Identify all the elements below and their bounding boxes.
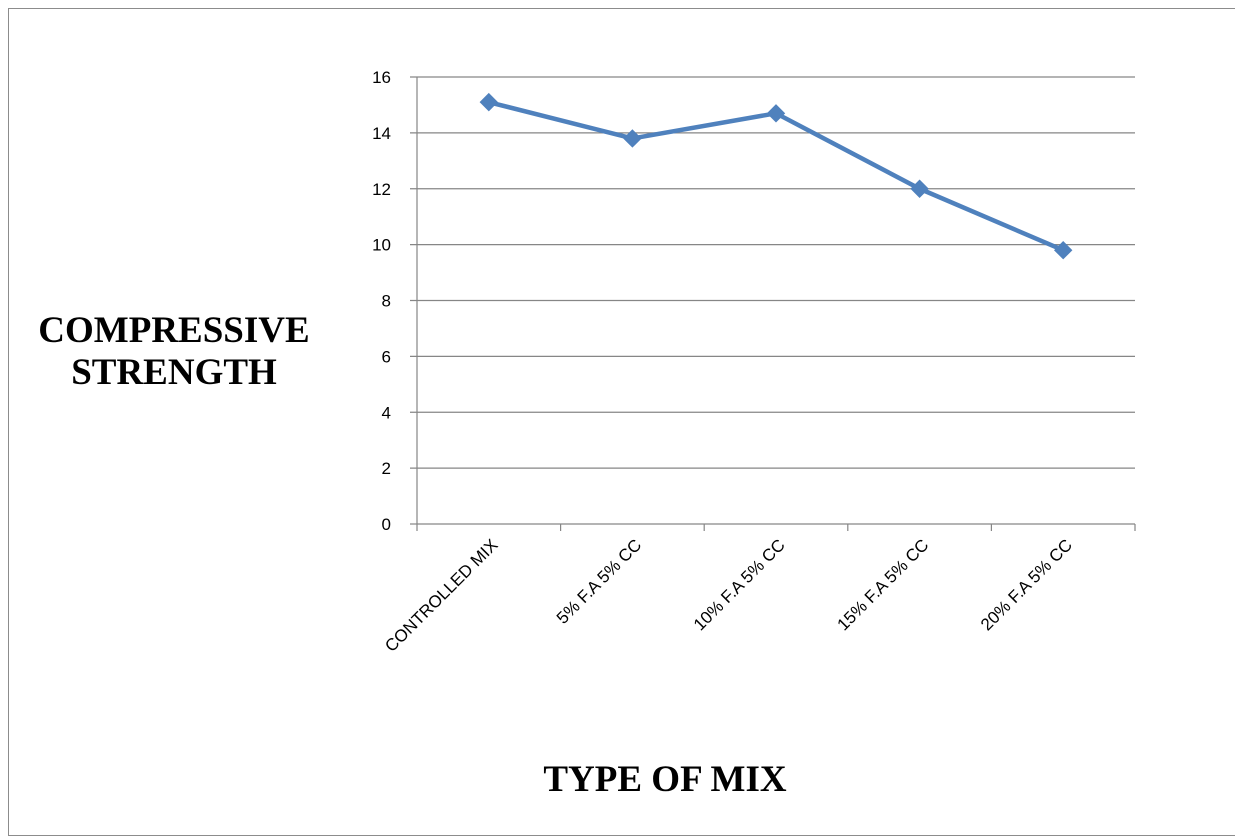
y-tick-label: 14 bbox=[372, 124, 391, 143]
x-tick-label: 10% F.A 5% CC bbox=[690, 535, 789, 634]
x-tick-label: CONTROLLED MIX bbox=[381, 535, 501, 655]
gridlines bbox=[410, 76, 1135, 469]
y-axis-label-line-2: STRENGTH bbox=[71, 352, 277, 393]
x-tick-label: 20% F.A 5% CC bbox=[977, 535, 1076, 634]
data-point-marker bbox=[910, 179, 929, 198]
y-tick-label: 8 bbox=[382, 292, 391, 311]
y-tick-labels: 0 2 4 6 8 10 12 14 16 bbox=[372, 68, 391, 534]
series-line bbox=[488, 99, 1065, 253]
x-tick-label: 5% F.A 5% CC bbox=[553, 535, 645, 627]
data-point-marker bbox=[1053, 241, 1073, 260]
y-tick-label: 0 bbox=[382, 515, 391, 534]
x-tick-labels: CONTROLLED MIX 5% F.A 5% CC 10% F.A 5% CC 1… bbox=[381, 535, 1076, 655]
y-tick-label: 2 bbox=[382, 459, 391, 478]
data-point-marker bbox=[623, 129, 642, 148]
y-tick-label: 10 bbox=[372, 236, 391, 255]
x-tick-label: 15% F.A 5% CC bbox=[833, 535, 932, 634]
y-tick-label: 16 bbox=[372, 68, 391, 87]
data-point-marker bbox=[766, 104, 786, 123]
y-tick-label: 12 bbox=[372, 180, 391, 199]
axes bbox=[410, 77, 1136, 531]
y-tick-label: 4 bbox=[382, 403, 391, 422]
series-compressive-strength bbox=[479, 92, 1073, 260]
data-point-marker bbox=[479, 92, 499, 112]
y-axis-label: COMPRESSIVE STRENGTH bbox=[14, 310, 334, 394]
x-axis-label: TYPE OF MIX bbox=[543, 759, 787, 800]
y-tick-label: 6 bbox=[382, 347, 391, 366]
y-axis-label-line-1: COMPRESSIVE bbox=[38, 310, 310, 351]
